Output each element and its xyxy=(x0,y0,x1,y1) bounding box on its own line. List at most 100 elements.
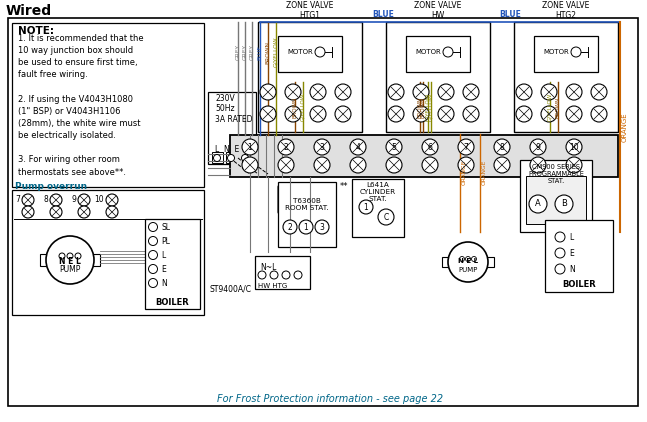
Text: E: E xyxy=(161,265,166,273)
Text: Pump overrun: Pump overrun xyxy=(15,182,87,191)
Text: BLUE: BLUE xyxy=(372,10,394,19)
Text: 9: 9 xyxy=(536,143,540,151)
Text: BROWN: BROWN xyxy=(265,41,270,63)
Circle shape xyxy=(458,139,474,155)
Text: BROWN: BROWN xyxy=(556,96,560,118)
Circle shape xyxy=(448,242,488,282)
Text: 3: 3 xyxy=(320,222,324,232)
Text: BOILER: BOILER xyxy=(562,280,596,289)
Text: V4043H
ZONE VALVE
HTG2: V4043H ZONE VALVE HTG2 xyxy=(542,0,589,20)
Text: 8: 8 xyxy=(43,195,48,203)
Text: PL: PL xyxy=(161,236,170,246)
Circle shape xyxy=(530,157,546,173)
Circle shape xyxy=(278,139,294,155)
Text: BLUE: BLUE xyxy=(258,44,263,60)
Circle shape xyxy=(566,157,582,173)
Text: ST9400A/C: ST9400A/C xyxy=(210,284,252,293)
Circle shape xyxy=(530,139,546,155)
Circle shape xyxy=(386,139,402,155)
Bar xyxy=(534,36,598,72)
Text: L: L xyxy=(161,251,165,260)
Bar xyxy=(278,182,336,247)
Circle shape xyxy=(591,84,607,100)
Text: A: A xyxy=(535,200,541,208)
Circle shape xyxy=(315,220,329,234)
Bar xyxy=(258,22,362,132)
Circle shape xyxy=(463,84,479,100)
Circle shape xyxy=(282,271,290,279)
Circle shape xyxy=(314,139,330,155)
Circle shape xyxy=(566,84,582,100)
Circle shape xyxy=(555,195,573,213)
Circle shape xyxy=(386,157,402,173)
Text: GREY: GREY xyxy=(236,44,241,60)
Circle shape xyxy=(516,106,532,122)
Bar xyxy=(212,152,223,163)
Text: GREY: GREY xyxy=(243,44,248,60)
Bar xyxy=(226,152,237,163)
Bar xyxy=(520,160,592,232)
Text: C: C xyxy=(384,213,389,222)
Text: BROWN: BROWN xyxy=(292,96,298,118)
Text: HW HTG: HW HTG xyxy=(258,283,287,289)
Circle shape xyxy=(443,47,453,57)
Text: 1: 1 xyxy=(364,203,368,211)
Circle shape xyxy=(541,84,557,100)
Circle shape xyxy=(463,106,479,122)
Circle shape xyxy=(315,47,325,57)
Text: Wired: Wired xyxy=(6,4,52,18)
Circle shape xyxy=(22,194,34,206)
Circle shape xyxy=(270,271,278,279)
Circle shape xyxy=(78,206,90,218)
Text: 3: 3 xyxy=(320,143,324,151)
Text: 4: 4 xyxy=(356,143,360,151)
Text: N: N xyxy=(569,265,575,273)
Circle shape xyxy=(388,106,404,122)
Bar xyxy=(526,176,586,224)
Circle shape xyxy=(149,251,157,260)
Circle shape xyxy=(350,157,366,173)
Text: SL: SL xyxy=(161,222,170,232)
Circle shape xyxy=(335,106,351,122)
Circle shape xyxy=(422,157,438,173)
Circle shape xyxy=(310,84,326,100)
Circle shape xyxy=(359,200,373,214)
Text: MOTOR: MOTOR xyxy=(543,49,569,55)
Circle shape xyxy=(67,253,73,259)
Circle shape xyxy=(458,157,474,173)
Bar xyxy=(386,22,490,132)
Text: N E L: N E L xyxy=(59,257,81,267)
Circle shape xyxy=(555,232,565,242)
Circle shape xyxy=(459,257,465,262)
Text: 1: 1 xyxy=(248,143,252,151)
Circle shape xyxy=(438,106,454,122)
Circle shape xyxy=(422,139,438,155)
Text: G/YELLOW: G/YELLOW xyxy=(428,93,433,121)
Bar xyxy=(145,219,200,309)
Bar xyxy=(278,36,342,72)
Circle shape xyxy=(283,220,297,234)
Text: 230V
50Hz
3A RATED: 230V 50Hz 3A RATED xyxy=(215,94,252,124)
Text: G/YELLOW: G/YELLOW xyxy=(547,93,553,121)
Circle shape xyxy=(149,222,157,232)
Circle shape xyxy=(285,84,301,100)
Circle shape xyxy=(516,84,532,100)
Circle shape xyxy=(465,257,470,262)
Text: CM900 SERIES
PROGRAMMABLE
STAT.: CM900 SERIES PROGRAMMABLE STAT. xyxy=(528,164,584,184)
Circle shape xyxy=(50,206,62,218)
Circle shape xyxy=(555,264,565,274)
Text: BROWN: BROWN xyxy=(421,96,426,118)
Text: GREY: GREY xyxy=(250,44,254,60)
Text: ORANGE: ORANGE xyxy=(462,160,467,185)
Circle shape xyxy=(242,139,258,155)
Text: V4043H
ZONE VALVE
HTG1: V4043H ZONE VALVE HTG1 xyxy=(287,0,334,20)
Circle shape xyxy=(78,194,90,206)
Circle shape xyxy=(278,157,294,173)
Circle shape xyxy=(438,84,454,100)
Circle shape xyxy=(149,265,157,273)
Circle shape xyxy=(335,84,351,100)
Circle shape xyxy=(566,139,582,155)
Circle shape xyxy=(106,206,118,218)
Circle shape xyxy=(566,106,582,122)
Text: L: L xyxy=(569,233,573,241)
